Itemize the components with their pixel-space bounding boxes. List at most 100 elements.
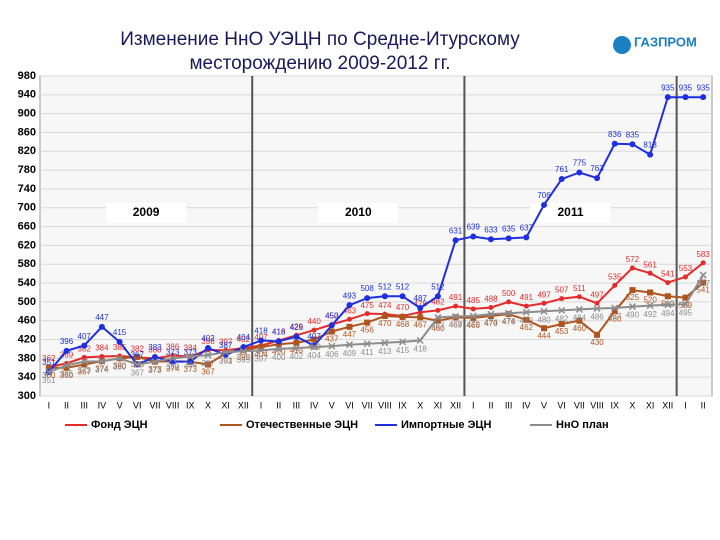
marker [133, 360, 141, 369]
data-label: 467 [449, 321, 463, 330]
y-tick-label: 580 [18, 258, 36, 270]
data-label: 430 [590, 338, 604, 347]
data-label: 374 [166, 364, 180, 373]
data-label: 413 [290, 346, 304, 355]
data-label: 706 [537, 191, 551, 200]
data-label: 541 [661, 270, 675, 279]
data-label: 384 [95, 344, 109, 353]
data-label: 452 [325, 312, 339, 321]
data-label: 396 [60, 337, 74, 346]
marker [80, 358, 88, 366]
marker [487, 310, 495, 318]
marker [258, 337, 265, 344]
data-label: 935 [661, 83, 675, 92]
marker [239, 347, 247, 355]
marker [416, 336, 424, 345]
annotation: 2009 [133, 205, 160, 219]
marker [364, 295, 371, 302]
data-label: 478 [414, 299, 428, 308]
marker [399, 293, 406, 300]
marker [470, 233, 477, 240]
annotation: 2011 [558, 205, 584, 219]
marker [204, 351, 212, 359]
data-label: 413 [378, 347, 392, 356]
marker [275, 338, 282, 345]
marker [664, 301, 672, 309]
x-tick-label: IX [610, 400, 619, 410]
marker [434, 313, 442, 321]
data-label: 386 [166, 343, 180, 352]
marker [558, 306, 566, 314]
marker [434, 317, 441, 324]
marker [541, 201, 547, 208]
marker [186, 352, 194, 361]
marker [576, 169, 583, 176]
marker [629, 141, 636, 148]
data-label: 511 [573, 284, 586, 293]
data-label: 447 [343, 330, 357, 339]
marker [328, 328, 335, 335]
marker [576, 317, 583, 324]
data-label: 373 [78, 366, 92, 375]
data-label: 387 [201, 359, 215, 368]
data-label: 476 [502, 317, 516, 326]
data-label: 480 [537, 315, 551, 324]
data-label: 456 [360, 326, 374, 335]
annotation-box [318, 203, 399, 223]
marker [63, 364, 70, 371]
data-label: 572 [626, 255, 640, 264]
marker [541, 300, 547, 306]
y-tick-label: 420 [18, 333, 36, 345]
logo-icon [613, 36, 631, 54]
x-tick-label: IX [398, 400, 407, 410]
marker [435, 307, 441, 313]
data-label: 383 [148, 343, 162, 352]
data-label: 367 [131, 351, 145, 360]
data-label: 415 [396, 346, 410, 355]
marker [363, 340, 371, 348]
x-tick-label: XI [221, 400, 230, 410]
x-tick-label: I [472, 400, 475, 410]
marker [258, 344, 265, 351]
data-label: 487 [608, 312, 622, 321]
data-label: 406 [325, 350, 339, 359]
marker [541, 325, 547, 332]
marker [700, 94, 707, 101]
data-label: 474 [378, 301, 392, 310]
data-label: 631 [449, 226, 463, 235]
marker [257, 346, 265, 354]
data-label: 373 [166, 348, 180, 357]
marker [169, 354, 177, 362]
data-label: 426 [290, 323, 304, 332]
data-label: 437 [325, 335, 339, 344]
data-label: 373 [148, 366, 162, 375]
data-label: 453 [555, 327, 569, 336]
data-label: 367 [78, 368, 92, 377]
marker [700, 279, 707, 286]
data-label: 418 [414, 345, 428, 354]
marker [629, 265, 635, 271]
y-tick-label: 980 [18, 70, 36, 82]
data-label: 397 [219, 337, 233, 346]
marker [628, 303, 636, 311]
marker [99, 353, 105, 359]
chart-title: Изменение НнО УЭЦН по Средне-Итурскому ме… [120, 29, 520, 74]
marker [293, 339, 300, 346]
marker [328, 342, 336, 350]
marker [417, 314, 424, 321]
x-tick-label: I [684, 400, 687, 410]
data-label: 393 [219, 356, 233, 365]
data-label: 440 [307, 317, 321, 326]
x-tick-label: VII [574, 400, 585, 410]
marker [81, 342, 88, 349]
data-label: 409 [343, 349, 357, 358]
marker [594, 331, 601, 338]
marker [487, 313, 494, 319]
y-tick-label: 340 [18, 371, 36, 383]
marker [63, 347, 70, 354]
data-label: 482 [555, 314, 569, 323]
x-tick-label: II [64, 400, 69, 410]
x-tick-label: III [293, 400, 301, 410]
marker [700, 260, 706, 266]
data-label: 387 [219, 341, 233, 350]
